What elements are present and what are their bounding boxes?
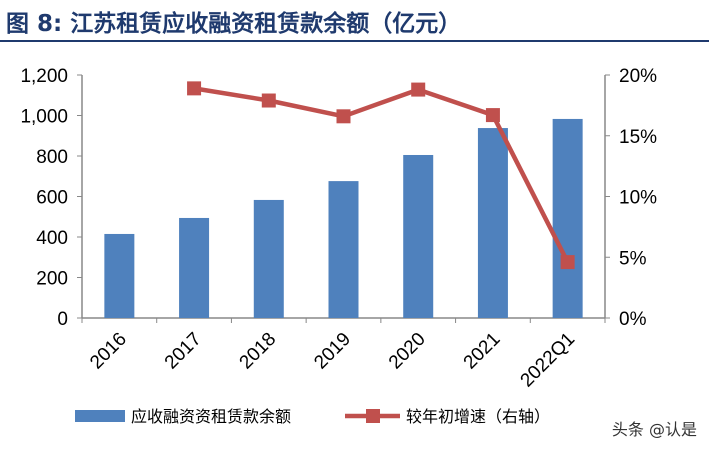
- line-series: [193, 86, 570, 264]
- bar-2019: [328, 181, 359, 318]
- title-divider: [0, 40, 709, 42]
- bar-2020: [403, 154, 434, 318]
- x-tick-label: 2020: [385, 329, 430, 374]
- bar-2017: [179, 217, 210, 318]
- x-tick-label: 2021: [460, 329, 505, 374]
- left-tick-label: 800: [36, 147, 68, 168]
- legend-bar-label: 应收融资资租赁款余额: [131, 407, 291, 426]
- watermark: 头条 @认是: [611, 420, 697, 439]
- legend-bar-swatch: [75, 410, 125, 422]
- right-tick-label: 0%: [619, 309, 647, 330]
- bar-2016: [104, 233, 135, 318]
- right-tick-label: 15%: [619, 127, 657, 148]
- left-tick-label: 1,000: [20, 107, 68, 128]
- left-tick-label: 0: [57, 309, 68, 330]
- left-tick-label: 600: [36, 188, 68, 209]
- x-tick-label: 2018: [236, 329, 281, 374]
- left-tick-label: 200: [36, 269, 68, 290]
- line-marker-2018: [261, 93, 276, 108]
- left-tick-label: 1,200: [20, 66, 68, 87]
- x-tick-label: 2019: [310, 329, 355, 374]
- line-marker-2022Q1: [560, 255, 575, 270]
- x-tick-label: 2016: [86, 329, 131, 374]
- left-tick-label: 400: [36, 228, 68, 249]
- bar-2022Q1: [552, 118, 583, 318]
- chart-title: 图 8: 江苏租赁应收融资租赁款余额（亿元）: [6, 11, 462, 37]
- legend-line-label: 较年初增速（右轴）: [406, 407, 550, 426]
- right-tick-label: 5%: [619, 248, 647, 269]
- x-tick-label: 2022Q1: [517, 329, 580, 392]
- bar-2021: [477, 128, 508, 318]
- line-marker-2019: [336, 109, 351, 124]
- line-marker-2020: [411, 82, 426, 97]
- line-marker-2021: [485, 108, 500, 123]
- line-marker-2017: [187, 81, 202, 96]
- right-tick-label: 10%: [619, 188, 657, 209]
- legend-line-marker: [366, 409, 380, 423]
- bar-2018: [253, 199, 284, 318]
- x-tick-label: 2017: [161, 329, 206, 374]
- right-tick-label: 20%: [619, 66, 657, 87]
